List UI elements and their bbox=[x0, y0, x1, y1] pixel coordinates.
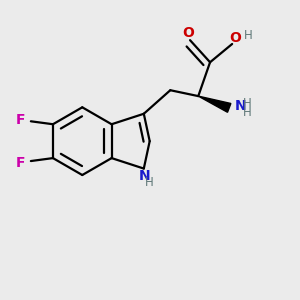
Text: O: O bbox=[229, 31, 241, 44]
Text: N: N bbox=[139, 169, 151, 183]
Text: O: O bbox=[183, 26, 194, 40]
Text: H: H bbox=[243, 97, 251, 110]
Text: H: H bbox=[243, 106, 251, 119]
Text: F: F bbox=[16, 113, 26, 127]
Text: F: F bbox=[16, 155, 26, 170]
Polygon shape bbox=[198, 96, 231, 112]
Text: H: H bbox=[145, 176, 154, 189]
Text: N: N bbox=[235, 99, 246, 113]
Text: H: H bbox=[244, 29, 253, 42]
